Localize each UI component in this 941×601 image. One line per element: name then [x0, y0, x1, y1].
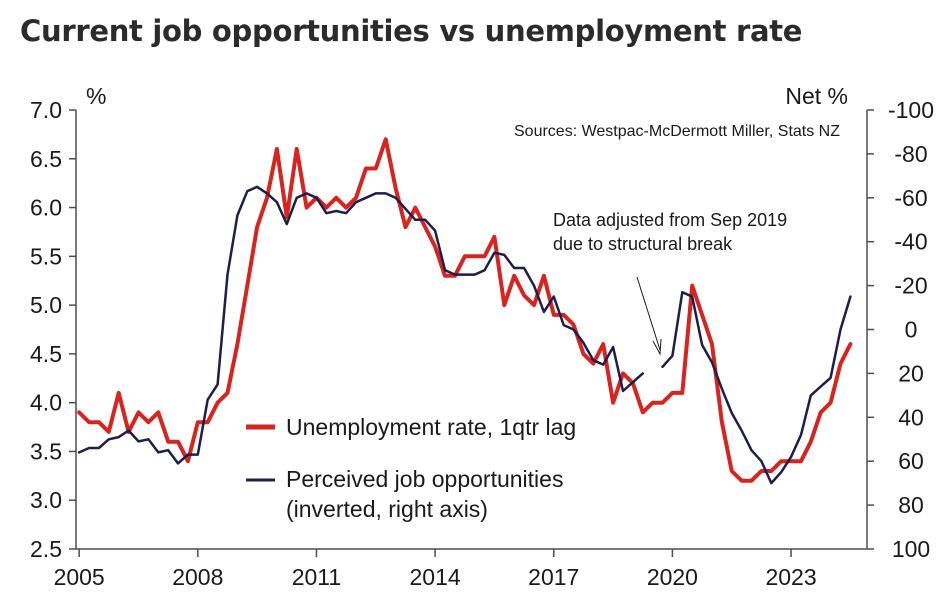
right-tick-label: 0 — [905, 317, 918, 343]
job-opportunities-line-2 — [661, 290, 852, 485]
left-tick-label: 3.5 — [30, 438, 62, 464]
right-tick-label: -80 — [894, 141, 927, 167]
left-tick-label: 6.5 — [30, 146, 62, 172]
left-tick-label: 5.0 — [30, 292, 62, 318]
right-tick-label: -100 — [888, 97, 934, 123]
left-tick-label: 7.0 — [30, 97, 62, 123]
x-tick-label: 2023 — [765, 564, 816, 590]
left-tick-label: 6.0 — [30, 195, 62, 221]
x-tick-label: 2020 — [647, 564, 698, 590]
left-tick-label: 3.0 — [30, 487, 62, 513]
right-tick-label: 20 — [898, 360, 924, 386]
right-axis-unit: Net % — [785, 83, 848, 109]
x-tick-label: 2008 — [172, 564, 223, 590]
legend-opportunities-label-1: Perceived job opportunities — [286, 466, 563, 492]
annotation-arrowhead — [652, 338, 662, 356]
legend-unemployment-label: Unemployment rate, 1qtr lag — [286, 414, 576, 440]
right-tick-label: 40 — [898, 404, 924, 430]
right-tick-label: -40 — [894, 229, 927, 255]
x-tick-label: 2005 — [54, 564, 105, 590]
x-tick-label: 2011 — [292, 564, 341, 590]
job-opportunities-line-1 — [77, 185, 645, 465]
right-tick-label: 60 — [898, 448, 924, 474]
unemployment-rate-line — [77, 137, 853, 483]
left-axis-unit: % — [86, 83, 106, 109]
right-tick-label: 80 — [898, 492, 924, 518]
chart-title: Current job opportunities vs unemploymen… — [20, 14, 803, 48]
right-tick-label: -20 — [894, 273, 927, 299]
annotation-arrow — [636, 276, 661, 351]
left-tick-label: 2.5 — [30, 536, 62, 562]
x-tick-label: 2017 — [528, 564, 579, 590]
left-tick-label: 4.0 — [30, 390, 62, 416]
right-tick-label: -60 — [894, 185, 927, 211]
annotation-line-2: due to structural break — [553, 234, 733, 254]
annotation-line-1: Data adjusted from Sep 2019 — [553, 210, 787, 230]
left-tick-label: 5.5 — [30, 243, 62, 269]
right-tick-label: 100 — [892, 536, 930, 562]
source-note: Sources: Westpac-McDermott Miller, Stats… — [514, 123, 840, 140]
left-tick-label: 4.5 — [30, 341, 62, 367]
x-tick-label: 2014 — [410, 564, 461, 590]
legend-opportunities-label-2: (inverted, right axis) — [286, 496, 488, 522]
